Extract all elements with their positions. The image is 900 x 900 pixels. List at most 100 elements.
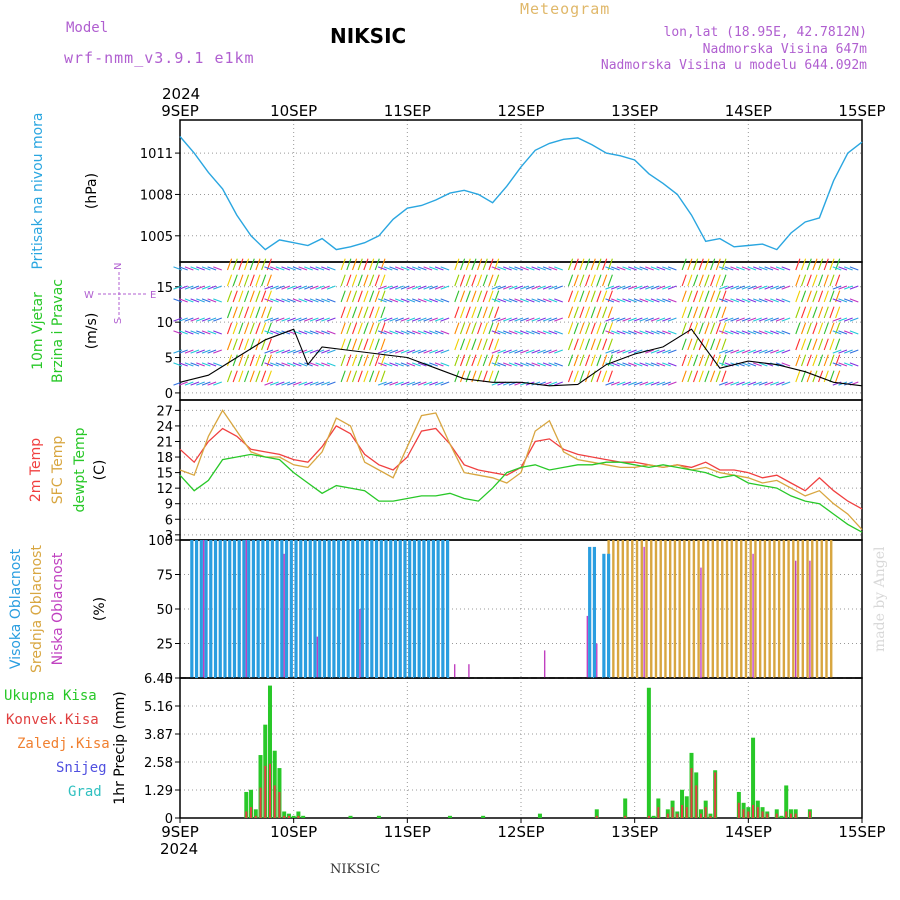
wind-arrow-field [173,258,859,386]
wind-arrow [806,338,812,351]
wind-arrow [315,266,325,271]
credit-watermark: made by Angel [872,546,888,653]
wind-arrow [795,274,801,287]
precip-total-bar [680,789,685,818]
wind-arrow [800,338,807,351]
wind-arrow [829,258,835,271]
wind-arrow [721,338,727,351]
wind-arrow [281,298,291,303]
wind-arrow [374,338,380,351]
wind-arrow [497,298,507,303]
wind-arrow [818,290,824,303]
wind-arrow [184,381,194,386]
wind-arrow [395,381,404,386]
wind-arrow [704,370,710,383]
wind-arrow [363,322,369,335]
wind-arrow [718,349,728,354]
wind-arrow [800,322,807,335]
wind-arrow [179,266,188,271]
mid-cloud-bar [692,540,696,678]
wind-arrow [602,322,608,335]
mid-cloud-bar [796,540,800,678]
precip-total-bar [291,815,296,818]
wind-arrow [656,349,666,354]
wind-arrow [770,330,779,335]
wind-arrow [173,362,183,367]
precip-conv-bar [766,813,769,818]
wind-arrow [531,381,541,386]
wind-arrow [548,317,558,322]
wind-arrow [520,381,529,386]
wind-arrow [488,338,494,351]
wind-arrow [406,349,416,354]
wind-arrow [482,370,488,383]
wind-arrow [213,349,222,354]
precip-total-bar [244,791,249,818]
high-cloud-bar [318,540,322,678]
wind-arrow [818,258,824,271]
wind-arrow [832,317,842,322]
wind-arrow [596,306,602,319]
wind-arrow [389,349,399,354]
wind-arrow [605,266,615,271]
wind-arrow [357,274,363,287]
wind-arrow [423,298,433,303]
wind-arrow [554,349,563,354]
wind-arrow [698,370,704,383]
mid-cloud-bar [640,540,643,678]
wind-arrow [710,338,716,351]
high-cloud-bar [213,540,218,678]
wind-arrow [579,258,585,271]
wind-arrow [781,266,791,271]
mid-cloud-bar [673,540,677,678]
wind-arrow [844,285,853,290]
wind-arrow [514,317,524,322]
wind-arrow [573,370,579,383]
temp-title-2m: 2m Temp [28,438,44,502]
wind-arrow [429,362,438,367]
wind-arrow [261,258,267,271]
wind-arrow [243,370,250,383]
wind-arrow [525,349,535,354]
compass-w: W [84,290,94,301]
wind-arrow [471,274,477,287]
wind-arrow [596,274,602,287]
wind-arrow [477,274,483,287]
precip-conv-bar [752,804,755,818]
wind-arrow [645,349,654,354]
wind-arrow [628,285,637,290]
wind-arrow [611,285,620,290]
wind-arrow [514,349,524,354]
precip-conv-bar [624,815,627,818]
temp-series-1 [179,409,863,531]
wind-arrow [400,330,410,335]
wind-arrow [548,285,558,290]
wind-arrow [602,306,608,319]
wind-arrow [503,298,512,303]
wind-arrow [747,285,757,290]
wind-arrow [429,285,438,290]
wind-arrow [590,290,596,303]
wind-arrow [389,285,399,290]
wind-arrow [514,330,524,335]
wind-arrow [747,362,757,367]
wind-arrow [633,285,643,290]
wind-arrow [710,354,716,367]
wind-arrow [628,298,637,303]
wind-arrow [715,290,721,303]
y-tick-label: 25 [156,638,173,653]
mid-cloud-bar [725,540,729,678]
mid-cloud-bar [716,540,719,678]
wind-arrow [309,362,319,367]
wind-arrow [741,298,751,303]
wind-arrow [369,274,375,287]
high-cloud-bar [592,546,597,678]
wind-arrow [477,258,483,271]
wind-arrow [238,306,244,319]
mid-cloud-bar [811,540,814,678]
wind-arrow [704,354,710,367]
wind-arrow [639,330,649,335]
wind-arrow [829,322,835,335]
wind-arrow [406,285,416,290]
wind-arrow [363,338,369,351]
